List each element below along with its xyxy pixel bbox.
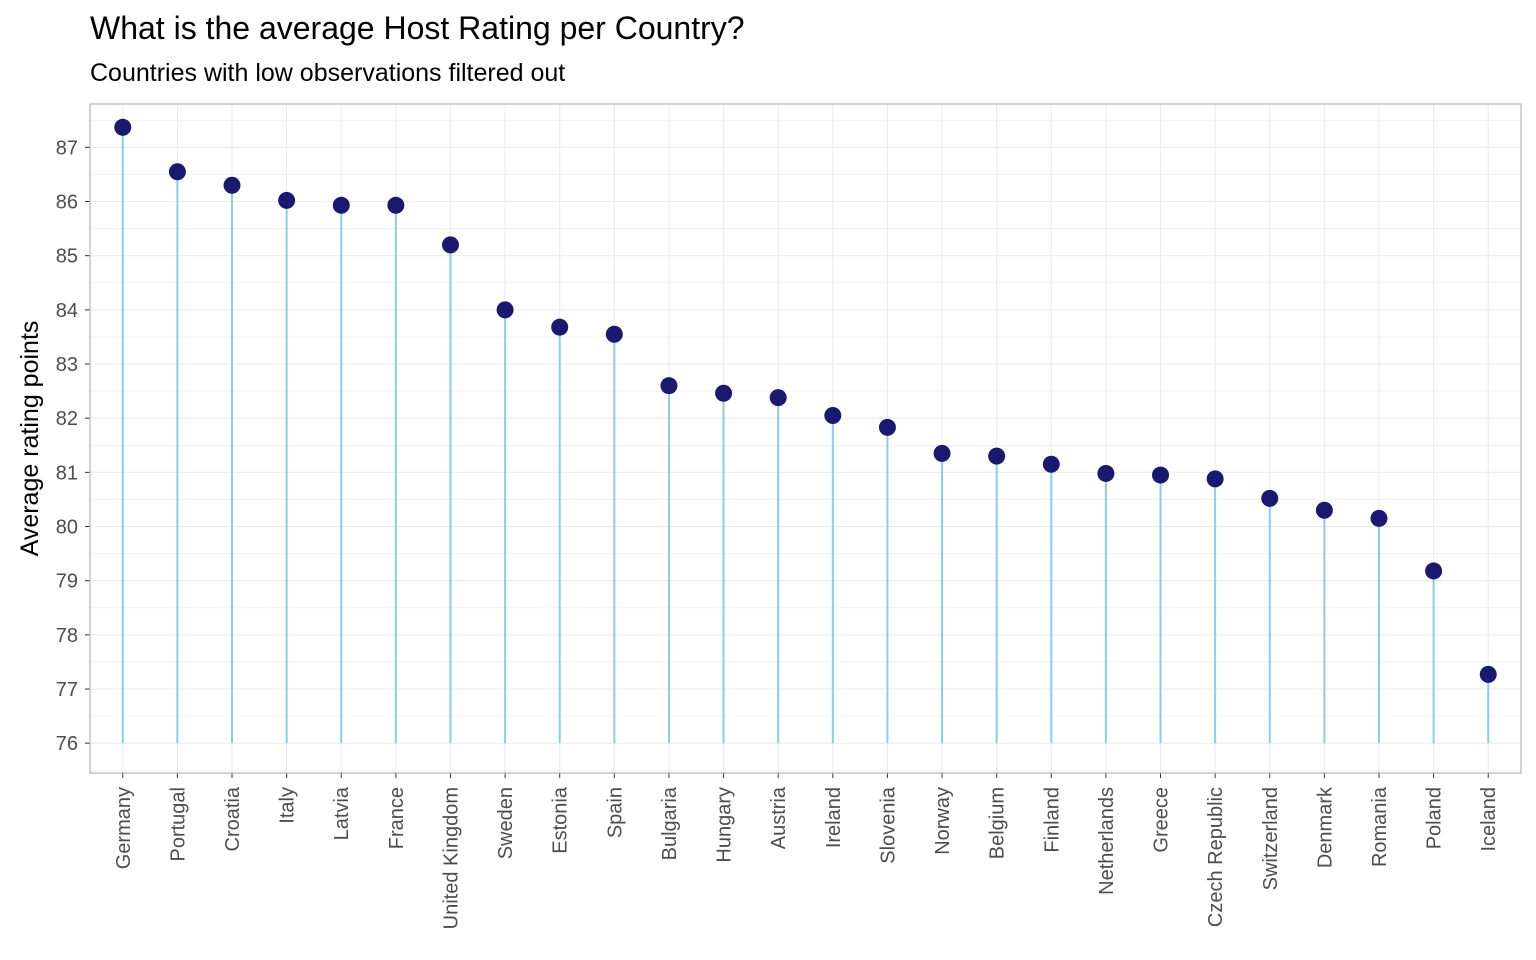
panel-border [89, 103, 1522, 774]
lollipop-point [223, 176, 241, 194]
y-tick-label: 79 [56, 571, 78, 593]
lollipop-point [387, 196, 405, 214]
x-tick-label: Czech Republic [1205, 787, 1227, 927]
lollipop-point [824, 406, 842, 424]
lollipop-point [1479, 665, 1497, 683]
x-tick-label: Poland [1424, 787, 1446, 849]
lollipop-point [660, 377, 678, 395]
lollipop-points [114, 118, 1497, 683]
y-tick-label: 81 [56, 462, 78, 484]
lollipop-point [1425, 562, 1443, 580]
lollipop-point [278, 191, 296, 209]
x-tick-label: Hungary [714, 787, 736, 863]
x-tick-label: Croatia [222, 786, 244, 851]
x-tick-label: Slovenia [877, 786, 899, 864]
lollipop-point [1370, 509, 1388, 527]
lollipop-point [933, 444, 951, 462]
lollipop-stems [121, 127, 1490, 744]
x-axis-ticks [122, 773, 1489, 778]
x-tick-label: Austria [768, 786, 790, 849]
lollipop-point [441, 236, 459, 254]
x-tick-label: Portugal [167, 787, 189, 862]
lollipop-point [551, 318, 569, 336]
lollipop-point [114, 118, 132, 136]
lollipop-point [715, 384, 733, 402]
lollipop-point [496, 301, 514, 319]
y-axis-ticks [85, 146, 90, 744]
y-tick-label: 84 [56, 300, 78, 322]
x-tick-label: Estonia [550, 786, 572, 854]
lollipop-point [769, 389, 787, 407]
x-tick-label: France [386, 787, 408, 849]
x-tick-label: Latvia [331, 786, 353, 840]
lollipop-point [878, 418, 896, 436]
lollipop-point [1042, 455, 1060, 473]
x-tick-label: Romania [1369, 786, 1391, 867]
x-tick-label: Iceland [1478, 787, 1500, 852]
y-tick-label: 80 [56, 517, 78, 539]
lollipop-point [1206, 470, 1224, 488]
y-tick-label: 82 [56, 408, 78, 430]
lollipop-point [332, 196, 350, 214]
x-tick-label: Italy [277, 787, 299, 824]
y-tick-label: 76 [56, 733, 78, 755]
x-tick-label: Sweden [495, 787, 517, 859]
x-tick-label: Belgium [987, 787, 1009, 859]
grid-minor-lines [90, 119, 1521, 771]
x-tick-label: Bulgaria [659, 786, 681, 860]
x-tick-label: Germany [113, 787, 135, 869]
y-tick-label: 78 [56, 625, 78, 647]
x-tick-label: Ireland [823, 787, 845, 848]
y-tick-label: 83 [56, 354, 78, 376]
chart-subtitle: Countries with low observations filtered… [90, 59, 566, 87]
y-tick-label: 87 [56, 137, 78, 159]
x-tick-label: Switzerland [1260, 787, 1282, 890]
lollipop-point [605, 325, 623, 343]
x-tick-label: Denmark [1314, 786, 1336, 868]
lollipop-point [168, 163, 186, 181]
lollipop-point [988, 447, 1006, 465]
x-axis-tick-labels: Germany Portugal Croatia Italy Latvia France U… [113, 786, 1500, 929]
y-tick-label: 85 [56, 246, 78, 268]
x-tick-label: Finland [1041, 787, 1063, 853]
x-tick-label: Spain [604, 787, 626, 838]
x-tick-label: United Kingdom [440, 787, 462, 929]
grid-major-lines [90, 104, 1521, 773]
x-tick-label: Greece [1151, 787, 1173, 853]
chart-title: What is the average Host Rating per Coun… [90, 10, 745, 46]
y-axis-tick-labels: 76 77 78 79 80 81 82 83 84 85 86 87 [56, 137, 78, 755]
lollipop-point [1097, 464, 1115, 482]
lollipop-point [1315, 501, 1333, 519]
y-tick-label: 77 [56, 679, 78, 701]
y-tick-label: 86 [56, 192, 78, 214]
lollipop-point [1261, 489, 1279, 507]
x-tick-label: Norway [932, 787, 954, 855]
y-axis-title: Average rating points [16, 321, 44, 557]
x-tick-label: Netherlands [1096, 787, 1118, 895]
lollipop-point [1152, 466, 1170, 484]
